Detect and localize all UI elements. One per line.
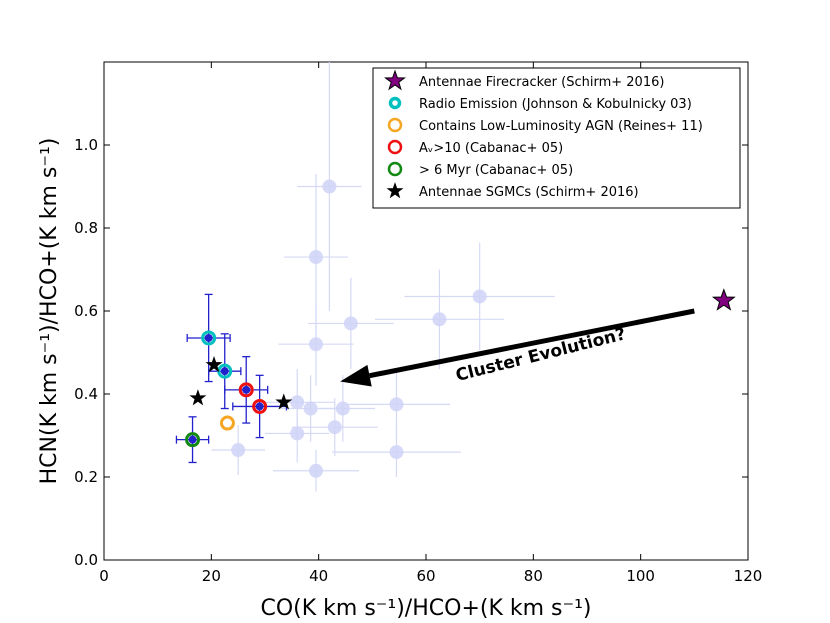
annotation-arrow-head xyxy=(340,364,372,387)
series-ring-marker xyxy=(201,330,217,346)
x-tick-label: 100 xyxy=(626,567,655,585)
legend-markers xyxy=(384,69,406,199)
legend-marker-ring xyxy=(387,139,403,155)
series-ring-marker xyxy=(185,432,201,448)
y-tick-label: 0.4 xyxy=(74,385,98,403)
background-point xyxy=(322,179,337,194)
series-ring-marker xyxy=(252,398,268,414)
legend-label-sgmcs: Antennae SGMCs (Schirm+ 2016) xyxy=(419,185,639,200)
background-point xyxy=(231,443,246,458)
errorbar-point xyxy=(220,367,229,376)
background-point xyxy=(290,426,305,441)
x-tick-label: 0 xyxy=(99,567,109,585)
legend-label-av: Aᵥ>10 (Cabanac+ 05) xyxy=(419,141,563,156)
background-point xyxy=(472,289,487,304)
background-point xyxy=(308,250,323,265)
background-points xyxy=(211,62,555,492)
legend-label-firecracker: Antennae Firecracker (Schirm+ 2016) xyxy=(419,75,664,90)
background-point xyxy=(327,420,342,435)
y-tick-label: 1.0 xyxy=(74,136,98,154)
series-star-marker xyxy=(205,356,223,373)
series-star-marker xyxy=(711,288,736,311)
errorbar-point xyxy=(255,402,264,411)
series-ring-marker xyxy=(219,415,235,431)
x-tick-label: 40 xyxy=(309,567,328,585)
x-tick-label: 20 xyxy=(202,567,221,585)
y-tick-label: 0.6 xyxy=(74,302,98,320)
background-point xyxy=(343,316,358,331)
background-point xyxy=(308,463,323,478)
y-tick-label: 0.0 xyxy=(74,551,98,569)
series-star-marker xyxy=(275,393,293,410)
x-axis-title: CO(K km s⁻¹)/HCO+(K km s⁻¹) xyxy=(260,596,591,621)
legend-label-radio-emission: Radio Emission (Johnson & Kobulnicky 03) xyxy=(419,97,692,112)
annotation-arrow-line xyxy=(369,308,695,379)
x-axis-ticks: 0 20 40 60 80 100 120 xyxy=(99,62,762,585)
background-point xyxy=(335,401,350,416)
background-point xyxy=(389,445,404,460)
background-point xyxy=(290,395,305,410)
legend-marker-star xyxy=(384,69,406,91)
x-tick-label: 60 xyxy=(416,567,435,585)
legend-label-agn: Contains Low-Luminosity AGN (Reines+ 11) xyxy=(419,119,703,134)
annotation: Cluster Evolution? xyxy=(340,308,695,387)
legend-marker-ring xyxy=(387,161,403,177)
errorbar-points xyxy=(175,293,288,464)
legend-marker-ring xyxy=(388,96,402,110)
background-point xyxy=(389,397,404,412)
series-ring-marker xyxy=(238,382,254,398)
errorbar-point xyxy=(242,385,251,394)
y-axis-ticks: 0.0 0.2 0.4 0.6 0.8 1.0 xyxy=(74,136,748,569)
background-point xyxy=(308,337,323,352)
legend-label-age: > 6 Myr (Cabanac+ 05) xyxy=(419,163,573,178)
legend: Antennae Firecracker (Schirm+ 2016) Radi… xyxy=(372,67,741,209)
y-axis-title: HCN(K km s⁻¹)/HCO+(K km s⁻¹) xyxy=(37,138,62,485)
x-tick-label: 120 xyxy=(734,567,763,585)
background-point xyxy=(432,312,447,327)
errorbar-point xyxy=(188,435,197,444)
legend-marker-ring xyxy=(387,117,403,133)
x-tick-label: 80 xyxy=(524,567,543,585)
errorbar-point xyxy=(204,333,213,342)
y-tick-label: 0.8 xyxy=(74,219,98,237)
y-tick-label: 0.2 xyxy=(74,468,98,486)
legend-box xyxy=(372,67,741,209)
series-star-marker xyxy=(189,389,207,406)
legend-marker-star xyxy=(386,182,404,199)
series-marks xyxy=(185,288,736,448)
